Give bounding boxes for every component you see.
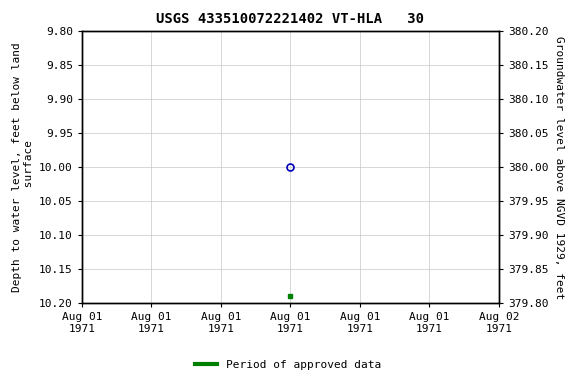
Y-axis label: Groundwater level above NGVD 1929, feet: Groundwater level above NGVD 1929, feet	[554, 36, 564, 299]
Y-axis label: Depth to water level, feet below land
 surface: Depth to water level, feet below land su…	[12, 42, 33, 292]
Title: USGS 433510072221402 VT-HLA   30: USGS 433510072221402 VT-HLA 30	[157, 12, 425, 26]
Legend: Period of approved data: Period of approved data	[191, 356, 385, 375]
